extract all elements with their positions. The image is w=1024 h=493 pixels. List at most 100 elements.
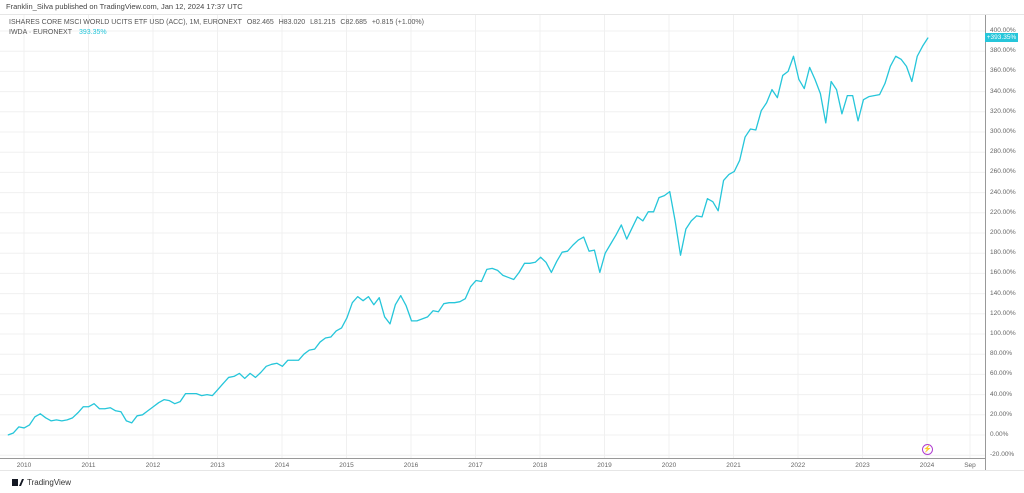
- data-point: [93, 403, 95, 405]
- data-point: [142, 414, 143, 416]
- data-point: [545, 261, 547, 263]
- data-point: [23, 427, 25, 429]
- data-point: [707, 198, 708, 200]
- data-point: [249, 372, 251, 374]
- data-point: [739, 159, 741, 161]
- legend-percent: 393.35%: [79, 29, 107, 36]
- data-point: [319, 341, 321, 343]
- data-point: [195, 393, 197, 394]
- y-tick-label: 240.00%: [990, 188, 1016, 196]
- data-point: [303, 353, 305, 355]
- data-point: [373, 304, 375, 306]
- x-tick-label: 2013: [210, 462, 225, 469]
- y-tick-label: 360.00%: [990, 67, 1016, 75]
- data-point: [362, 300, 364, 302]
- legend-low: L81.215: [310, 19, 336, 26]
- data-point: [782, 75, 784, 76]
- data-point: [206, 394, 208, 395]
- data-point: [927, 37, 929, 39]
- data-point: [540, 256, 542, 258]
- data-point: [916, 55, 918, 57]
- data-point: [61, 420, 63, 422]
- y-tick-label: 120.00%: [990, 309, 1016, 317]
- data-point: [830, 81, 832, 82]
- data-point: [421, 318, 423, 320]
- data-point: [174, 403, 176, 405]
- y-tick-label: 260.00%: [990, 168, 1016, 176]
- data-point: [120, 411, 122, 413]
- data-point: [281, 365, 283, 367]
- lightning-icon[interactable]: ⚡: [922, 444, 933, 455]
- data-point: [669, 191, 671, 192]
- y-tick-label: 100.00%: [990, 330, 1016, 337]
- tradingview-logo[interactable]: TradingView: [12, 478, 71, 487]
- data-point: [793, 55, 794, 57]
- x-tick-label: 2020: [661, 462, 677, 469]
- y-tick-label: 200.00%: [990, 229, 1016, 236]
- legend-change: +0.815 (+1.00%): [371, 19, 424, 26]
- data-point: [481, 281, 482, 282]
- data-point: [663, 195, 665, 197]
- data-point: [803, 88, 805, 89]
- y-tick-label: 340.00%: [990, 87, 1016, 95]
- data-point: [50, 420, 52, 422]
- data-point: [884, 83, 886, 84]
- data-point: [228, 377, 229, 378]
- data-point: [755, 129, 757, 131]
- data-point: [846, 95, 848, 97]
- data-point: [680, 254, 681, 256]
- data-point: [389, 323, 391, 325]
- data-point: [524, 262, 525, 264]
- data-point: [863, 99, 864, 101]
- x-tick-label: 2011: [81, 462, 96, 469]
- data-point: [427, 316, 429, 318]
- data-point: [39, 413, 41, 415]
- chart-pane[interactable]: [0, 14, 1024, 460]
- data-point: [12, 432, 14, 434]
- x-tick-label: 2024: [919, 462, 935, 469]
- data-point: [760, 110, 762, 112]
- legend-close: C82.685: [340, 19, 367, 26]
- data-point: [131, 422, 133, 424]
- data-point: [217, 389, 219, 390]
- legend-open: O82.465: [246, 19, 274, 26]
- data-point: [712, 201, 714, 203]
- data-point: [475, 280, 477, 281]
- x-tick-label: 2010: [16, 462, 32, 469]
- y-tick-label: 0.00%: [990, 431, 1009, 438]
- data-point: [583, 236, 585, 238]
- data-point: [448, 302, 450, 304]
- data-point: [879, 94, 880, 96]
- data-point: [384, 316, 386, 318]
- data-point: [906, 65, 907, 67]
- data-point: [169, 400, 170, 402]
- data-point: [88, 406, 90, 408]
- y-tick-label: 160.00%: [990, 269, 1016, 277]
- data-point: [378, 297, 380, 299]
- logo-text: TradingView: [27, 478, 72, 487]
- data-point: [620, 224, 622, 226]
- data-point: [809, 66, 811, 68]
- x-tick-label: 2019: [597, 462, 612, 469]
- data-point: [572, 244, 574, 246]
- data-point: [819, 93, 821, 95]
- x-tick-label: 2014: [274, 462, 290, 469]
- data-point: [265, 365, 267, 367]
- data-point: [368, 296, 369, 298]
- data-point: [653, 211, 655, 213]
- data-point: [776, 97, 778, 99]
- data-point: [637, 216, 638, 218]
- y-tick-label: -20.00%: [990, 451, 1015, 459]
- data-point: [470, 286, 472, 287]
- data-point: [298, 359, 299, 361]
- data-point: [443, 303, 445, 305]
- x-tick-label: Sep: [964, 462, 976, 469]
- data-point: [900, 58, 902, 60]
- data-point: [534, 261, 536, 263]
- data-point: [292, 359, 294, 361]
- y-tick-label: 300.00%: [990, 128, 1016, 135]
- y-tick-label: 380.00%: [990, 47, 1016, 55]
- data-point: [432, 310, 434, 312]
- data-point: [852, 95, 854, 97]
